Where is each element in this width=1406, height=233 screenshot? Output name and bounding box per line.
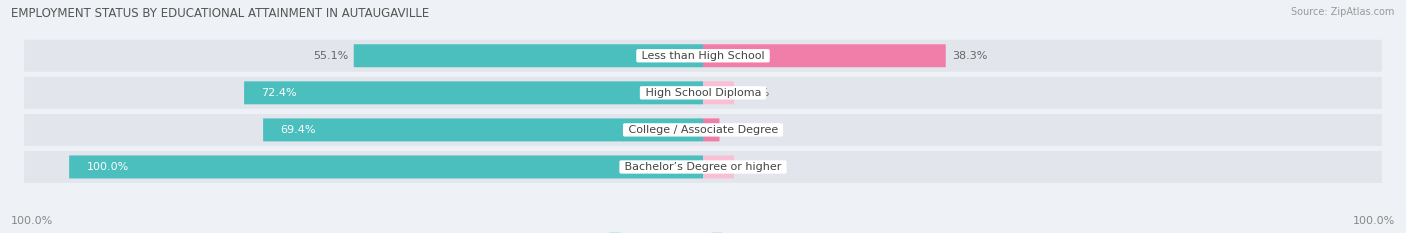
Text: 100.0%: 100.0% <box>86 162 128 172</box>
FancyBboxPatch shape <box>263 118 703 141</box>
Text: Source: ZipAtlas.com: Source: ZipAtlas.com <box>1291 7 1395 17</box>
FancyBboxPatch shape <box>703 118 720 141</box>
Text: EMPLOYMENT STATUS BY EDUCATIONAL ATTAINMENT IN AUTAUGAVILLE: EMPLOYMENT STATUS BY EDUCATIONAL ATTAINM… <box>11 7 429 20</box>
FancyBboxPatch shape <box>703 155 734 178</box>
FancyBboxPatch shape <box>245 81 703 104</box>
FancyBboxPatch shape <box>24 114 1382 146</box>
FancyBboxPatch shape <box>69 155 703 178</box>
Text: 72.4%: 72.4% <box>262 88 297 98</box>
FancyBboxPatch shape <box>703 81 734 104</box>
Text: Less than High School: Less than High School <box>638 51 768 61</box>
Text: 100.0%: 100.0% <box>11 216 53 226</box>
FancyBboxPatch shape <box>703 44 946 67</box>
FancyBboxPatch shape <box>24 77 1382 109</box>
Text: 0.0%: 0.0% <box>741 162 769 172</box>
Text: 0.0%: 0.0% <box>741 88 769 98</box>
Text: 2.6%: 2.6% <box>727 125 755 135</box>
Text: College / Associate Degree: College / Associate Degree <box>624 125 782 135</box>
Text: 55.1%: 55.1% <box>314 51 349 61</box>
FancyBboxPatch shape <box>354 44 703 67</box>
Text: Bachelor’s Degree or higher: Bachelor’s Degree or higher <box>621 162 785 172</box>
Text: 100.0%: 100.0% <box>1353 216 1395 226</box>
Text: High School Diploma: High School Diploma <box>641 88 765 98</box>
Legend: In Labor Force, Unemployed: In Labor Force, Unemployed <box>605 229 801 233</box>
Text: 69.4%: 69.4% <box>280 125 316 135</box>
FancyBboxPatch shape <box>24 151 1382 183</box>
FancyBboxPatch shape <box>24 40 1382 72</box>
Text: 38.3%: 38.3% <box>953 51 988 61</box>
